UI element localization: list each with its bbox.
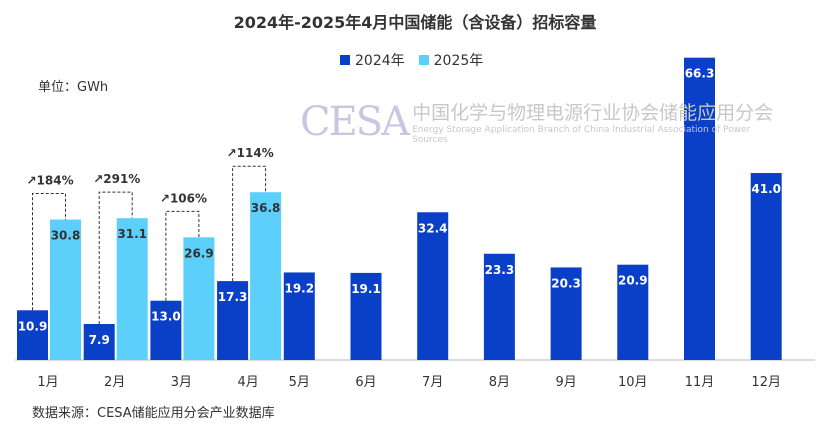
bar-2025-3 xyxy=(183,237,215,360)
growth-label-2: ↗291% xyxy=(93,172,140,186)
growth-bracket-3 xyxy=(165,210,200,301)
x-tick-label-4: 4月 xyxy=(237,375,258,390)
bar-2024-6 xyxy=(350,272,382,360)
data-label-2024-11: 66.3 xyxy=(685,67,715,81)
bar-2024-8 xyxy=(483,253,515,360)
bar-2024-7 xyxy=(417,212,449,360)
x-tick-label-7: 7月 xyxy=(422,375,443,390)
bar-2024-5 xyxy=(283,272,315,360)
data-label-2024-6: 19.1 xyxy=(351,282,381,296)
bar-2024-2 xyxy=(83,323,115,360)
data-label-2024-12: 41.0 xyxy=(751,182,781,196)
x-tick-label-9: 9月 xyxy=(555,375,576,390)
chart-title: 2024年-2025年4月中国储能（含设备）招标容量 xyxy=(233,13,597,32)
bar-2024-9 xyxy=(550,267,582,360)
legend-label-2025: 2025年 xyxy=(433,53,484,69)
bar-2024-4 xyxy=(217,281,249,360)
bar-2024-11 xyxy=(684,57,715,361)
legend: 2024年 2025年 xyxy=(340,50,483,70)
bar-2025-2 xyxy=(116,218,148,360)
data-label-2024-4: 17.3 xyxy=(218,290,248,304)
data-label-2024-5: 19.2 xyxy=(284,281,314,295)
x-tick-label-3: 3月 xyxy=(171,375,192,390)
x-tick-label-12: 12月 xyxy=(751,375,781,390)
unit-label: 单位：GWh xyxy=(38,80,109,95)
data-label-2024-9: 20.3 xyxy=(551,276,581,290)
data-label-2024-10: 20.9 xyxy=(618,274,648,288)
x-tick-label-11: 11月 xyxy=(685,375,715,390)
data-label-2024-3: 13.0 xyxy=(151,310,181,324)
x-tick-label-5: 5月 xyxy=(289,375,310,390)
bar-2024-10 xyxy=(617,264,649,360)
watermark: CESA 中国化学与物理电源行业协会储能应用分会 Energy Storage … xyxy=(300,98,774,146)
data-label-2025-1: 30.8 xyxy=(51,229,81,243)
growth-label-4: ↗114% xyxy=(227,146,274,160)
legend-swatch-2025 xyxy=(418,55,429,65)
x-tick-label-8: 8月 xyxy=(489,375,510,390)
legend-item-2025: 2025年 xyxy=(418,50,484,70)
growth-bracket-4 xyxy=(232,165,267,282)
legend-item-2024: 2024年 xyxy=(340,50,405,70)
bar-2024-12 xyxy=(750,173,782,360)
growth-bracket-2 xyxy=(98,191,133,324)
source-note: 数据来源：CESA储能应用分会产业数据库 xyxy=(32,406,275,421)
watermark-en: Energy Storage Application Branch of Chi… xyxy=(412,125,751,145)
legend-label-2024: 2024年 xyxy=(355,53,405,69)
data-label-2024-2: 7.9 xyxy=(89,333,110,347)
data-label-2024-1: 10.9 xyxy=(18,319,48,333)
x-tick-label-1: 1月 xyxy=(37,375,58,390)
x-tick-label-10: 10月 xyxy=(618,375,648,390)
bar-2025-1 xyxy=(50,219,81,360)
x-tick-label-2: 2月 xyxy=(104,375,125,390)
watermark-cn: 中国化学与物理电源行业协会储能应用分会 xyxy=(412,102,774,124)
bar-2024-3 xyxy=(150,300,182,360)
data-label-2025-2: 31.1 xyxy=(117,227,147,241)
x-tick-label-6: 6月 xyxy=(355,375,376,390)
watermark-logo: CESA xyxy=(300,98,410,145)
data-label-2025-3: 26.9 xyxy=(184,246,214,260)
growth-bracket-1 xyxy=(32,193,66,311)
bar-2025-4 xyxy=(250,192,282,360)
data-label-2024-7: 32.4 xyxy=(418,221,448,235)
bar-2024-1 xyxy=(17,310,48,360)
growth-label-1: ↗184% xyxy=(27,174,74,188)
growth-label-3: ↗106% xyxy=(160,191,207,205)
data-label-2025-4: 36.8 xyxy=(251,201,281,215)
data-label-2024-8: 23.3 xyxy=(485,263,515,277)
legend-swatch-2024 xyxy=(340,55,350,65)
